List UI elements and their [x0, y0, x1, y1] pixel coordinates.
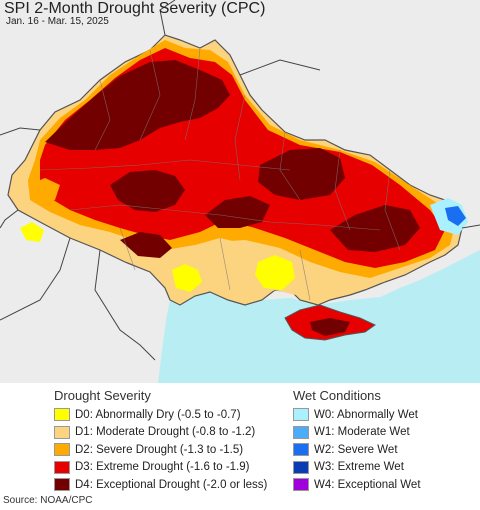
country-borders: [0, 0, 480, 361]
wet-legend-title: Wet Conditions: [293, 388, 381, 403]
wet-legend: Wet Conditions W0: Abnormally Wet W1: Mo…: [293, 388, 421, 494]
legend-label: W1: Moderate Wet: [314, 426, 410, 439]
legend-item-w1: W1: Moderate Wet: [293, 424, 421, 442]
legend-item-d2: D2: Severe Drought (-1.3 to -1.5): [54, 441, 267, 459]
drought-map: [0, 0, 480, 383]
d2-northwest: [28, 178, 60, 205]
legend-label: W2: Severe Wet: [314, 443, 398, 456]
swatch-d1: [54, 425, 70, 439]
d0-odesa: [172, 264, 202, 292]
legend-item-d0: D0: Abnormally Dry (-0.5 to -0.7): [54, 406, 267, 424]
legend-label: D1: Moderate Drought (-0.8 to -1.2): [75, 426, 256, 439]
d4-donbas: [330, 205, 420, 252]
d4-southwest: [120, 232, 172, 258]
wet-east-core: [445, 206, 466, 226]
legend: Drought Severity D0: Abnormally Dry (-0.…: [0, 383, 480, 493]
legend-item-w2: W2: Severe Wet: [293, 441, 421, 459]
date-range: Jan. 16 - Mar. 15, 2025: [6, 16, 109, 27]
d0-west: [20, 222, 44, 242]
legend-label: W0: Abnormally Wet: [314, 408, 418, 421]
legend-label: W3: Extreme Wet: [314, 461, 404, 474]
swatch-w4: [293, 478, 309, 492]
swatch-w3: [293, 460, 309, 474]
swatch-w1: [293, 425, 309, 439]
d0-kherson: [255, 255, 295, 290]
swatch-d2: [54, 443, 70, 457]
d4-east: [258, 148, 345, 200]
d4-north: [45, 60, 230, 150]
header: SPI 2-Month Drought Severity (CPC) Jan. …: [0, 0, 480, 30]
legend-item-w4: W4: Exceptional Wet: [293, 476, 421, 494]
swatch-w2: [293, 443, 309, 457]
legend-label: D2: Severe Drought (-1.3 to -1.5): [75, 443, 244, 456]
legend-item-d3: D3: Extreme Drought (-1.6 to -1.9): [54, 459, 267, 477]
drought-legend: Drought Severity D0: Abnormally Dry (-0.…: [54, 388, 267, 494]
drought-legend-title: Drought Severity: [54, 388, 151, 403]
legend-item-w0: W0: Abnormally Wet: [293, 406, 421, 424]
swatch-w0: [293, 408, 309, 422]
legend-label: D4: Exceptional Drought (-2.0 or less): [75, 478, 268, 491]
crimea-d4: [310, 318, 350, 336]
d4-central: [110, 170, 185, 212]
legend-item-w3: W3: Extreme Wet: [293, 459, 421, 477]
source-credit: Source: NOAA/CPC: [3, 495, 93, 506]
legend-item-d4: D4: Exceptional Drought (-2.0 or less): [54, 476, 267, 494]
oblast-boundaries: [39, 47, 401, 301]
swatch-d4: [54, 478, 70, 492]
swatch-d0: [54, 408, 70, 422]
page-title: SPI 2-Month Drought Severity (CPC): [4, 0, 266, 17]
swatch-d3: [54, 460, 70, 474]
legend-item-d1: D1: Moderate Drought (-0.8 to -1.2): [54, 424, 267, 442]
legend-label: D3: Extreme Drought (-1.6 to -1.9): [75, 461, 250, 474]
legend-label: W4: Exceptional Wet: [314, 478, 421, 491]
legend-label: D0: Abnormally Dry (-0.5 to -0.7): [75, 408, 241, 421]
